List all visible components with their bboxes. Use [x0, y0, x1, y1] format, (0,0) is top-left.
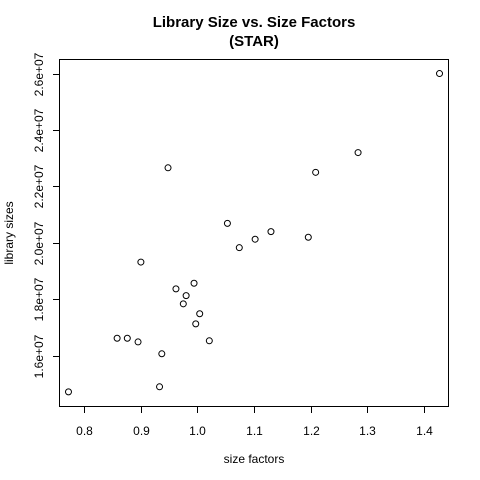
y-axis: 1.6e+07 1.8e+07 2.0e+07 2.2e+07 2.4e+07 2.6e+…	[32, 52, 60, 378]
x-tick-label: 0.9	[133, 424, 150, 438]
x-tick-label: 1.1	[246, 424, 263, 438]
plot-frame	[59, 59, 449, 407]
data-point	[196, 310, 204, 318]
y-tick-label: 2.2e+07	[32, 164, 46, 208]
y-tick-label: 2.4e+07	[32, 108, 46, 152]
data-points	[64, 70, 444, 396]
chart-title-line-2: (STAR)	[229, 33, 279, 50]
data-point	[179, 300, 187, 308]
data-point	[205, 337, 213, 345]
y-tick-label: 1.6e+07	[32, 334, 46, 378]
y-tick-label: 1.8e+07	[32, 277, 46, 321]
data-point	[436, 70, 444, 78]
data-point	[312, 168, 320, 176]
data-point	[192, 320, 200, 328]
x-tick-label: 1.0	[189, 424, 206, 438]
data-point	[182, 292, 190, 300]
data-point	[113, 334, 121, 342]
data-point	[137, 258, 145, 266]
x-tick-label: 0.8	[76, 424, 93, 438]
data-point	[190, 279, 198, 287]
data-point	[156, 383, 164, 391]
y-tick-label: 2.0e+07	[32, 221, 46, 265]
data-point	[267, 228, 275, 236]
data-point	[354, 149, 362, 157]
data-point	[235, 244, 243, 252]
data-point	[251, 235, 259, 243]
data-point	[134, 338, 142, 346]
data-point	[164, 164, 172, 172]
data-point	[123, 334, 131, 342]
chart-title-line-1: Library Size vs. Size Factors	[153, 14, 356, 31]
data-point	[172, 285, 180, 293]
x-tick-label: 1.4	[416, 424, 433, 438]
x-axis-label: size factors	[224, 452, 285, 466]
data-point	[158, 350, 166, 358]
x-axis: 0.8 0.9 1.0 1.1 1.2 1.3 1.4	[76, 406, 433, 438]
data-point	[64, 388, 72, 396]
x-tick-label: 1.2	[303, 424, 320, 438]
y-tick-label: 2.6e+07	[32, 52, 46, 96]
x-tick-label: 1.3	[359, 424, 376, 438]
data-point	[223, 219, 231, 227]
data-point	[304, 233, 312, 241]
y-axis-label: library sizes	[2, 201, 16, 264]
